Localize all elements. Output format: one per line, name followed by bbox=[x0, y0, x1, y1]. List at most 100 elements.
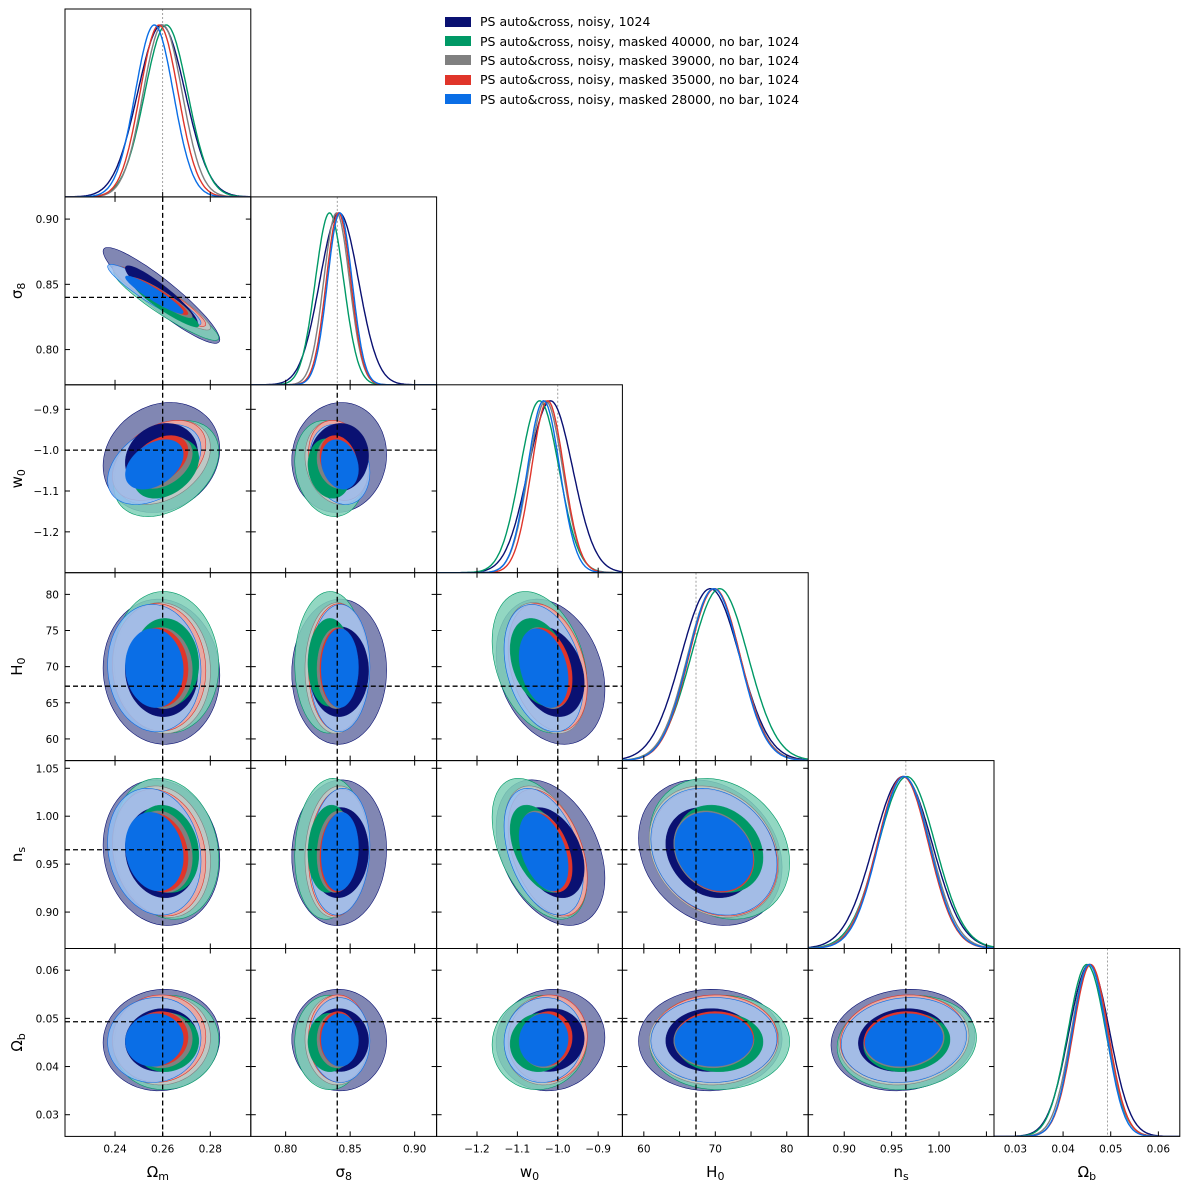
legend-entry-0: PS auto&cross, noisy, 1024 bbox=[445, 12, 799, 31]
panel-H_0-vs-n_s bbox=[622, 760, 809, 949]
y-axis-label-H_0: H0 bbox=[8, 658, 28, 676]
y-axis-label-n_s: ns bbox=[8, 847, 28, 863]
contour-68-ps-auto-cross-noisy-masked-28000-no-bar-1024 bbox=[864, 1013, 944, 1067]
panel-frame bbox=[64, 8, 252, 198]
panel-frame bbox=[621, 572, 809, 762]
posterior-ps-auto-cross-noisy-masked-40000-no-bar-1024 bbox=[994, 963, 1180, 1137]
y-tick-label: −1.0 bbox=[34, 445, 60, 457]
panel-frame bbox=[807, 760, 995, 949]
y-axis-label-w_0: w0 bbox=[8, 469, 28, 488]
legend-entry-4: PS auto&cross, noisy, masked 28000, no b… bbox=[445, 90, 799, 109]
x-tick-label: 0.85 bbox=[338, 1143, 361, 1155]
posterior-ps-auto-cross-noisy-masked-40000-no-bar-1024 bbox=[65, 24, 251, 197]
y-tick-label: 0.80 bbox=[36, 345, 59, 357]
x-tick-label: −1.1 bbox=[505, 1143, 531, 1155]
legend-label-0: PS auto&cross, noisy, 1024 bbox=[480, 14, 651, 30]
posterior-ps-auto-cross-noisy-masked-35000-no-bar-1024 bbox=[622, 588, 809, 761]
panel-sigma_8-vs-H_0 bbox=[250, 572, 437, 761]
x-axis-label-Omega_b: Ωb bbox=[1078, 1163, 1096, 1183]
legend-label-1: PS auto&cross, noisy, masked 40000, no b… bbox=[480, 33, 800, 49]
x-tick-label: −0.9 bbox=[585, 1143, 611, 1155]
legend-entry-3: PS auto&cross, noisy, masked 35000, no b… bbox=[445, 70, 799, 89]
x-tick-label: 0.05 bbox=[1099, 1143, 1122, 1155]
y-tick-label: 65 bbox=[46, 698, 59, 710]
panel-1d-H_0 bbox=[622, 572, 809, 761]
panel-Omega_m-vs-sigma_8 bbox=[65, 196, 251, 385]
y-tick-label: 0.05 bbox=[36, 1013, 59, 1025]
legend: PS auto&cross, noisy, 1024 PS auto&cross… bbox=[445, 12, 799, 109]
x-axis-label-sigma_8: σ8 bbox=[335, 1163, 352, 1183]
x-tick-label: 70 bbox=[709, 1143, 722, 1155]
legend-label-3: PS auto&cross, noisy, masked 35000, no b… bbox=[480, 72, 800, 88]
panel-n_s-vs-Omega_b bbox=[808, 948, 994, 1137]
posterior-ps-auto-cross-noisy-masked-39000-no-bar-1024 bbox=[994, 963, 1180, 1137]
contour-68-ps-auto-cross-noisy-masked-28000-no-bar-1024 bbox=[518, 628, 569, 708]
y-tick-label: 80 bbox=[46, 589, 59, 601]
contour-68-ps-auto-cross-noisy-masked-28000-no-bar-1024 bbox=[125, 1013, 184, 1067]
x-tick-label: 0.95 bbox=[880, 1143, 903, 1155]
y-axis-label-sigma_8: σ8 bbox=[8, 283, 28, 300]
posterior-ps-auto-cross-noisy-masked-28000-no-bar-1024 bbox=[808, 775, 994, 949]
x-tick-label: 1.00 bbox=[927, 1143, 950, 1155]
y-tick-label: 0.85 bbox=[36, 279, 59, 291]
contour-68-ps-auto-cross-noisy-masked-28000-no-bar-1024 bbox=[320, 1013, 359, 1067]
y-tick-label: −1.1 bbox=[34, 486, 60, 498]
x-axis-label-w_0: w0 bbox=[520, 1163, 539, 1183]
y-axis-label-Omega_b: Ωb bbox=[8, 1033, 28, 1051]
contour-68-ps-auto-cross-noisy-masked-28000-no-bar-1024 bbox=[125, 812, 184, 892]
panel-1d-Omega_m bbox=[65, 9, 251, 197]
contour-68-ps-auto-cross-noisy-masked-28000-no-bar-1024 bbox=[320, 812, 359, 892]
panel-frame bbox=[993, 948, 1181, 1137]
legend-swatch-1 bbox=[445, 36, 471, 47]
x-tick-label: 80 bbox=[780, 1143, 793, 1155]
posterior-ps-auto-cross-noisy-masked-40000-no-bar-1024 bbox=[622, 588, 809, 761]
legend-swatch-3 bbox=[445, 74, 471, 85]
panel-w_0-vs-n_s bbox=[436, 760, 623, 949]
posterior-ps-auto-cross-noisy-masked-35000-no-bar-1024 bbox=[436, 400, 623, 573]
posterior-ps-auto-cross-noisy-masked-28000-no-bar-1024 bbox=[65, 24, 251, 197]
legend-swatch-0 bbox=[445, 16, 471, 27]
panel-sigma_8-vs-n_s bbox=[250, 760, 437, 949]
posterior-ps-auto-cross-noisy-masked-28000-no-bar-1024 bbox=[994, 963, 1180, 1137]
panel-Omega_m-vs-Omega_b bbox=[65, 948, 251, 1137]
legend-swatch-4 bbox=[445, 94, 471, 105]
legend-entry-1: PS auto&cross, noisy, masked 40000, no b… bbox=[445, 31, 799, 50]
posterior-ps-auto-cross-noisy-masked-35000-no-bar-1024 bbox=[250, 212, 437, 385]
x-tick-label: 0.80 bbox=[274, 1143, 297, 1155]
contour-68-ps-auto-cross-noisy-masked-28000-no-bar-1024 bbox=[320, 439, 359, 490]
y-tick-label: −1.2 bbox=[34, 527, 60, 539]
panel-Omega_m-vs-n_s bbox=[65, 760, 251, 949]
contour-68-ps-auto-cross-noisy-masked-28000-no-bar-1024 bbox=[518, 812, 569, 892]
panel-1d-sigma_8 bbox=[250, 196, 437, 385]
contour-68-ps-auto-cross-noisy-masked-28000-no-bar-1024 bbox=[674, 812, 754, 892]
posterior-ps-auto-cross-noisy-masked-40000-no-bar-1024 bbox=[808, 775, 995, 949]
posterior-ps-auto-cross-noisy-1024 bbox=[808, 775, 995, 949]
x-tick-label: 0.04 bbox=[1051, 1143, 1075, 1155]
y-tick-label: 0.90 bbox=[36, 214, 59, 226]
panel-1d-Omega_b bbox=[994, 948, 1180, 1137]
panel-1d-n_s bbox=[808, 760, 995, 949]
legend-swatch-2 bbox=[445, 55, 471, 66]
x-tick-label: 0.90 bbox=[403, 1143, 426, 1155]
y-tick-label: 75 bbox=[46, 626, 59, 638]
contour-68-ps-auto-cross-noisy-masked-28000-no-bar-1024 bbox=[125, 439, 184, 490]
y-tick-label: −0.9 bbox=[34, 404, 60, 416]
contour-68-ps-auto-cross-noisy-masked-28000-no-bar-1024 bbox=[320, 628, 359, 708]
posterior-ps-auto-cross-noisy-masked-28000-no-bar-1024 bbox=[436, 400, 623, 573]
x-tick-label: 0.28 bbox=[199, 1143, 222, 1155]
legend-entry-2: PS auto&cross, noisy, masked 39000, no b… bbox=[445, 51, 799, 70]
y-tick-label: 70 bbox=[46, 662, 59, 674]
y-tick-label: 0.03 bbox=[36, 1110, 59, 1122]
panel-frame bbox=[436, 384, 623, 574]
y-tick-label: 1.05 bbox=[36, 763, 59, 775]
panel-sigma_8-vs-Omega_b bbox=[250, 948, 437, 1137]
posterior-ps-auto-cross-noisy-masked-39000-no-bar-1024 bbox=[250, 212, 437, 385]
x-tick-label: −1.0 bbox=[545, 1143, 571, 1155]
panel-1d-w_0 bbox=[436, 384, 623, 573]
posterior-ps-auto-cross-noisy-masked-28000-no-bar-1024 bbox=[622, 587, 809, 761]
y-tick-label: 0.04 bbox=[36, 1062, 60, 1074]
x-axis-label-n_s: ns bbox=[893, 1163, 909, 1183]
contour-68-ps-auto-cross-noisy-masked-28000-no-bar-1024 bbox=[125, 628, 184, 708]
panel-H_0-vs-Omega_b bbox=[622, 948, 809, 1137]
